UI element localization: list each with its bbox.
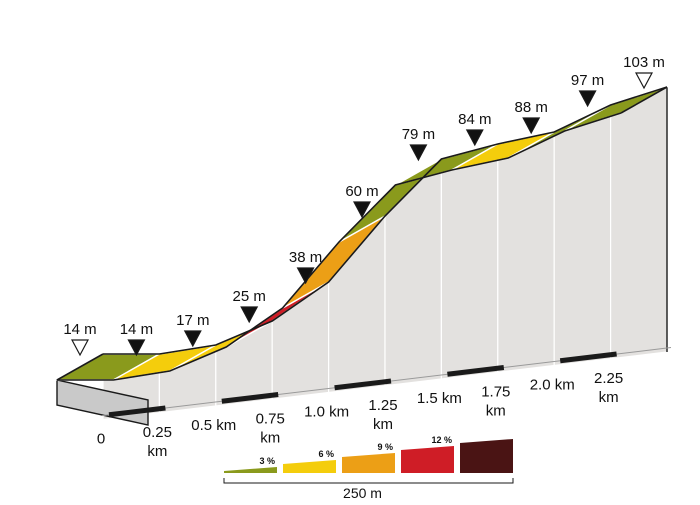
legend-label: 3 % bbox=[259, 456, 275, 466]
side-wall-segment bbox=[553, 104, 612, 367]
elevation-label: 17 m bbox=[176, 312, 209, 329]
elevation-marker bbox=[296, 267, 315, 285]
side-wall-segment bbox=[609, 86, 668, 360]
elevation-label: 38 m bbox=[289, 249, 322, 266]
scale-label: 250 m bbox=[343, 485, 382, 500]
elevation-marker bbox=[522, 117, 541, 135]
side-wall-segment bbox=[440, 143, 499, 380]
side-wall-segment bbox=[497, 131, 555, 373]
legend-ramp bbox=[460, 439, 513, 473]
base-scale-bar bbox=[221, 392, 279, 404]
profile-segments bbox=[56, 86, 668, 381]
elevation-label: 79 m bbox=[402, 126, 435, 143]
distance-label: 1.25 km bbox=[368, 397, 397, 433]
elevation-markers bbox=[71, 72, 653, 357]
ribbon-front-edge bbox=[57, 112, 622, 381]
distance-label: 1.0 km bbox=[304, 404, 349, 421]
elevation-marker bbox=[240, 306, 259, 324]
elevation-label: 84 m bbox=[458, 111, 491, 128]
ribbon-left-edge bbox=[56, 353, 104, 381]
gradient-legend: 3 % 6 % 9 % 12 % 250 m bbox=[223, 435, 514, 501]
elevation-label: 14 m bbox=[63, 321, 96, 338]
distance-label: 2.25 km bbox=[594, 370, 623, 406]
distance-label: 1.5 km bbox=[417, 390, 462, 407]
base-scale-bar bbox=[559, 351, 617, 364]
elevation-marker bbox=[409, 144, 428, 162]
distance-label: 2.0 km bbox=[530, 377, 575, 394]
elevation-marker bbox=[465, 129, 484, 147]
distance-labels: 0 0.25 km 0.5 km 0.75 km 1.0 km 1.25 km 1.5 km 1.7… bbox=[97, 370, 623, 460]
ribbon-right-edge bbox=[620, 86, 668, 114]
legend-label: 12 % bbox=[431, 435, 452, 445]
distance-label: 0.25 km bbox=[143, 424, 172, 460]
base-scale-bar bbox=[334, 378, 392, 391]
legend-ramp bbox=[342, 453, 395, 473]
base-scale-bar bbox=[447, 365, 505, 377]
elevation-label: 25 m bbox=[233, 288, 266, 305]
distance-label: 0.75 km bbox=[256, 410, 285, 446]
legend-ramp bbox=[401, 446, 454, 473]
scale-bracket bbox=[223, 478, 514, 484]
elevation-marker-open bbox=[71, 339, 89, 357]
legend-label: 6 % bbox=[318, 449, 334, 459]
distance-label: 0.5 km bbox=[191, 417, 236, 434]
elevation-label: 97 m bbox=[571, 72, 604, 89]
elevation-label: 60 m bbox=[345, 183, 378, 200]
legend-label: 9 % bbox=[377, 442, 393, 452]
distance-label: 0 bbox=[97, 431, 105, 448]
elevation-marker bbox=[353, 201, 371, 219]
elevation-label: 14 m bbox=[120, 321, 153, 338]
elevation-label: 103 m bbox=[623, 54, 665, 71]
elevation-marker-open bbox=[635, 72, 653, 90]
legend-ramp bbox=[224, 467, 277, 473]
elevation-labels: 14 m 14 m 17 m 25 m 38 m 60 m 79 m 84 m 88 m 97 m… bbox=[63, 54, 665, 338]
ribbon-back-edge bbox=[103, 86, 668, 355]
elevation-marker bbox=[578, 90, 597, 108]
base-scale-bar bbox=[108, 405, 166, 418]
legend-ramp bbox=[283, 460, 336, 473]
elevation-label: 88 m bbox=[515, 99, 548, 116]
profile-base bbox=[101, 347, 672, 418]
elevation-marker bbox=[183, 330, 202, 348]
distance-label: 1.75 km bbox=[481, 383, 510, 419]
elevation-marker bbox=[127, 339, 146, 357]
